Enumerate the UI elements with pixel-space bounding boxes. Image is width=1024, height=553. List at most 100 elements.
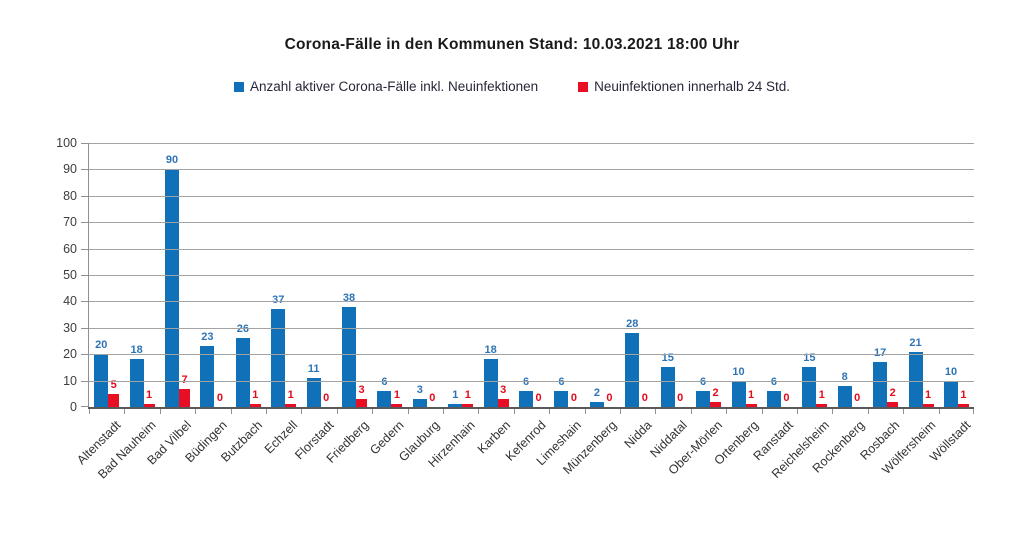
active-cases-value-label: 11 <box>307 362 320 375</box>
active-cases-value-label: 6 <box>523 376 530 389</box>
x-axis-label-cell: Friedberg <box>324 411 372 541</box>
new-infections-value-label: 0 <box>606 392 613 404</box>
gridline <box>89 222 974 224</box>
new-infections-bar-group: 3 <box>356 143 368 407</box>
y-axis-tick <box>81 248 89 250</box>
new-infections-value-label: 1 <box>464 389 471 402</box>
active-cases-value-label: 28 <box>626 318 639 331</box>
new-infections-bar-group: 0 <box>604 143 615 407</box>
active-cases-value-label: 3 <box>416 384 423 397</box>
active-cases-value-label: 23 <box>201 331 214 344</box>
x-axis-tick <box>336 409 338 414</box>
x-axis-label: Nidda <box>621 418 655 452</box>
active-cases-value-label: 17 <box>874 347 887 360</box>
x-axis-label-cell: Niddatal <box>648 411 690 541</box>
active-cases-bar-group: 17 <box>873 143 888 407</box>
x-axis-label-cell: Rosbach <box>858 411 903 541</box>
bars-container: 20 5 18 1 90 7 23 0 26 1 37 1 11 0 38 3 6 1 3 0 1 1 18 3 6 0 6 0 2 0 2… <box>89 143 974 407</box>
new-infections-bar <box>285 404 297 407</box>
category-group: 37 1 <box>266 143 301 407</box>
active-cases-value-label: 6 <box>770 376 777 389</box>
x-axis-label-cell: Ortenberg <box>711 411 761 541</box>
x-axis-tick <box>549 409 551 414</box>
active-cases-bar <box>519 391 534 407</box>
active-cases-value-label: 38 <box>342 291 356 304</box>
new-infections-bar <box>887 401 899 407</box>
active-cases-value-label: 6 <box>558 376 565 389</box>
active-cases-value-label: 18 <box>130 344 143 357</box>
x-axis-tick <box>443 409 444 414</box>
active-cases-bar <box>412 399 427 407</box>
new-infections-value-label: 0 <box>535 392 542 404</box>
new-infections-value-label: 0 <box>216 392 223 404</box>
plot-area: 20 5 18 1 90 7 23 0 26 1 37 1 11 0 38 3 6 1 3 0 1 1 18 3 6 0 6 0 2 0 2… <box>56 136 974 414</box>
x-axis-tick <box>159 409 161 414</box>
x-axis-label-cell: Bad Nauheim <box>96 411 159 541</box>
y-axis-tick <box>81 380 89 382</box>
new-infections-value-label: 0 <box>783 392 790 404</box>
active-cases-bar <box>342 306 357 407</box>
y-axis-tick <box>81 222 89 224</box>
gridline <box>89 354 974 356</box>
new-infections-bar-group: 0 <box>533 143 544 407</box>
active-cases-bar-group: 15 <box>660 143 675 407</box>
active-cases-bar-group: 28 <box>625 143 640 407</box>
y-axis-tick <box>81 327 89 329</box>
new-infections-bar-group: 0 <box>568 143 579 407</box>
y-axis-tick <box>81 406 89 407</box>
y-axis-label: 0 <box>70 400 77 414</box>
active-cases-bar <box>766 391 781 407</box>
x-axis-label-cell: Hirzenhain <box>426 411 478 541</box>
active-cases-bar-group: 6 <box>377 143 392 407</box>
legend-label-new-infections: Neuinfektionen innerhalb 24 Std. <box>594 79 791 94</box>
y-axis-label: 40 <box>63 294 77 309</box>
active-cases-value-label: 37 <box>272 294 285 307</box>
new-infections-bar <box>108 393 120 407</box>
active-cases-value-label: 15 <box>661 352 674 365</box>
new-infections-value-label: 5 <box>110 378 117 391</box>
active-cases-bar <box>873 362 888 407</box>
y-axis-label: 100 <box>56 136 77 150</box>
gridline <box>89 143 974 144</box>
active-cases-value-label: 10 <box>732 365 745 378</box>
x-axis-tick <box>797 409 798 414</box>
new-infections-bar-group: 0 <box>214 143 225 407</box>
active-cases-bar-group: 2 <box>589 143 604 407</box>
x-axis-label-cell: Echzell <box>262 411 300 541</box>
legend: Anzahl aktiver Corona-Fälle inkl. Neuinf… <box>0 79 1024 94</box>
new-infections-bar-group: 0 <box>321 143 332 407</box>
x-axis-tick <box>690 409 692 414</box>
active-cases-bar <box>271 309 286 407</box>
new-infections-bar <box>391 404 403 407</box>
active-cases-bar <box>448 404 463 407</box>
active-cases-value-label: 1 <box>452 389 459 402</box>
x-axis-tick <box>620 409 621 414</box>
legend-item-new-infections: Neuinfektionen innerhalb 24 Std. <box>578 79 790 94</box>
x-axis-tick <box>266 409 267 414</box>
new-infections-bar-group: 1 <box>391 143 403 407</box>
new-infections-bar-group: 1 <box>285 143 297 407</box>
x-axis-tick <box>372 409 374 414</box>
active-cases-bar <box>589 401 604 407</box>
new-infections-bar-group: 1 <box>816 143 828 407</box>
y-axis-tick <box>81 275 89 276</box>
new-infections-value-label: 0 <box>677 392 684 404</box>
x-axis-tick <box>761 409 763 414</box>
new-infections-bar-group: 0 <box>639 143 650 407</box>
new-infections-value-label: 2 <box>889 386 896 399</box>
active-cases-value-label: 6 <box>700 376 707 389</box>
legend-label-active-cases: Anzahl aktiver Corona-Fälle inkl. Neuinf… <box>249 79 539 94</box>
active-cases-bar-group: 26 <box>235 143 250 407</box>
x-axis-tick <box>973 409 974 414</box>
active-cases-value-label: 21 <box>909 336 922 349</box>
active-cases-bar-group: 6 <box>554 143 569 407</box>
active-cases-bar <box>129 359 144 407</box>
x-axis-label-cell: Florstadt <box>292 411 336 541</box>
